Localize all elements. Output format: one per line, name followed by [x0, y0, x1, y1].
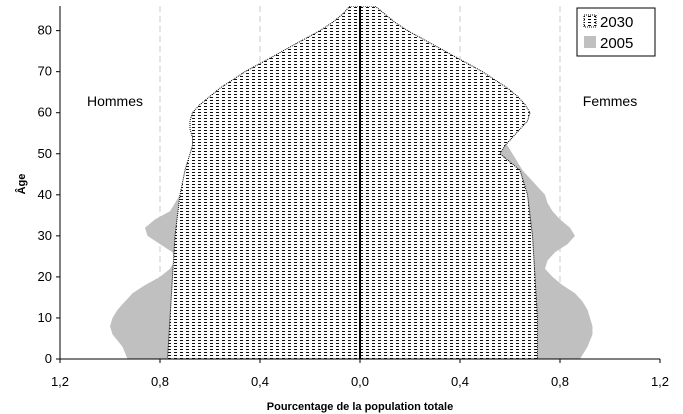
x-tick-label-1: 0,8: [151, 374, 169, 389]
series-2030-layer: [166, 6, 538, 359]
y-tick-label-4: 40: [38, 187, 52, 202]
y-tick-label-1: 10: [38, 310, 52, 325]
series-2030-area: [166, 6, 538, 359]
x-tick-label-0: 1,2: [51, 374, 69, 389]
x-axis-title: Pourcentage de la population totale: [267, 401, 453, 413]
legend-label-2005: 2005: [600, 35, 633, 52]
y-tick-label-2: 20: [38, 269, 52, 284]
x-tick-label-4: 0,4: [451, 374, 469, 389]
y-tick-label-7: 70: [38, 64, 52, 79]
group-label-hommes: Hommes: [87, 93, 143, 109]
y-axis-title: Âge: [15, 174, 28, 195]
legend-label-2030: 2030: [600, 14, 633, 31]
legend: 2030 2005: [576, 7, 656, 57]
group-label-femmes: Femmes: [583, 93, 637, 109]
x-tick-label-5: 0,8: [551, 374, 569, 389]
y-tick-label-0: 0: [45, 351, 52, 366]
legend-swatch-2030: [583, 14, 597, 28]
y-tick-label-3: 30: [38, 228, 52, 243]
x-tick-label-3: 0,0: [351, 374, 369, 389]
x-tick-label-6: 1,2: [651, 374, 669, 389]
x-tick-label-2: 0,4: [251, 374, 269, 389]
y-tick-label-5: 50: [38, 146, 52, 161]
y-tick-label-6: 60: [38, 105, 52, 120]
legend-swatch-2005: [584, 36, 596, 48]
y-tick-label-8: 80: [38, 23, 52, 38]
